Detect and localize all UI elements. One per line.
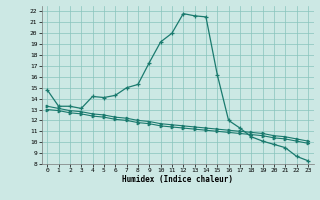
X-axis label: Humidex (Indice chaleur): Humidex (Indice chaleur) xyxy=(122,175,233,184)
